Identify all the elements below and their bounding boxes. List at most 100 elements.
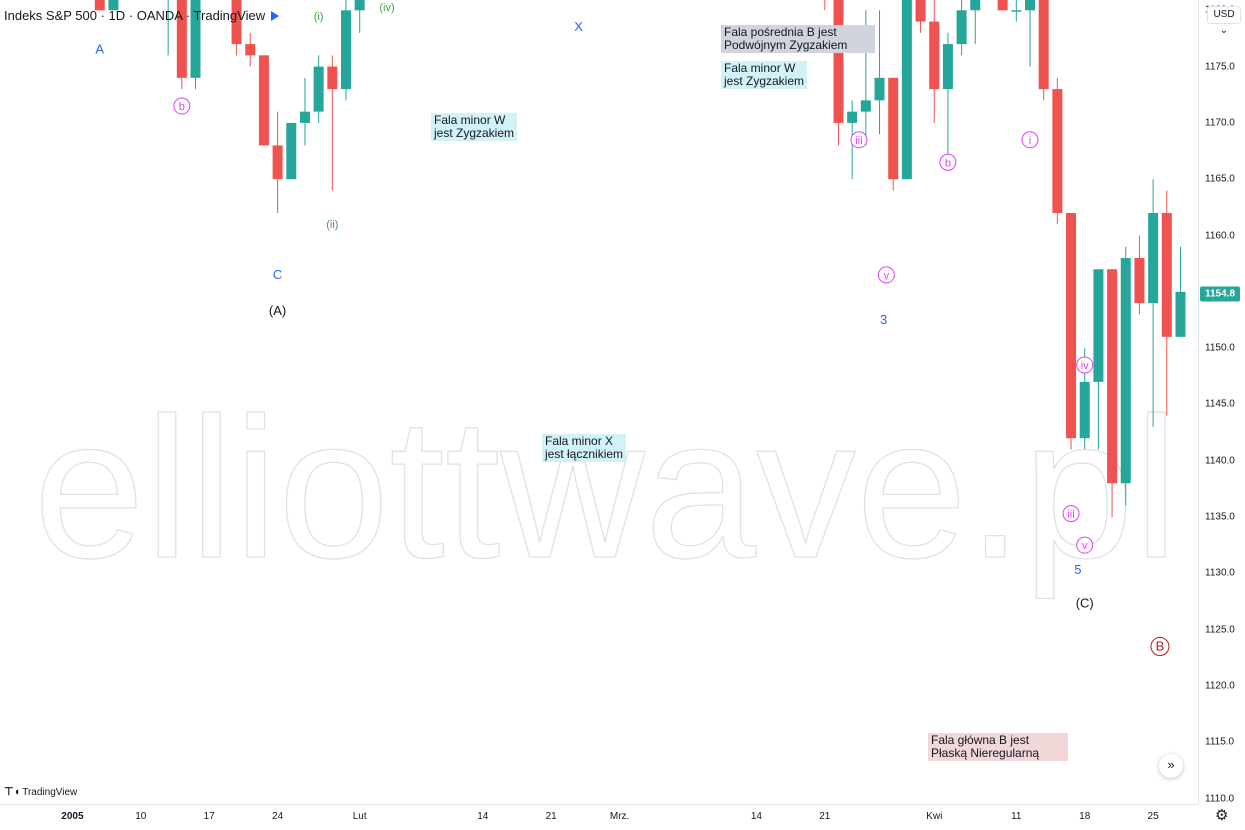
candle[interactable] (341, 0, 351, 101)
candle-body (847, 111, 858, 123)
candle[interactable] (888, 77, 899, 191)
candle[interactable] (1066, 212, 1077, 450)
candle-body (1134, 258, 1145, 304)
candle[interactable] (231, 0, 242, 56)
scroll-to-realtime-button[interactable]: » (1159, 754, 1183, 778)
candle-body (1120, 258, 1131, 484)
annotation-major-b: Fala główna B jest Płaską Nieregularną (928, 733, 1068, 761)
candle[interactable] (176, 0, 187, 90)
candle[interactable] (299, 77, 310, 146)
candle-body (874, 77, 885, 101)
candle-body (176, 0, 187, 78)
candle[interactable] (327, 55, 338, 191)
wave-label-text: (i) (314, 11, 324, 23)
candle-body (942, 44, 953, 90)
wave-label-text: B (1156, 638, 1165, 653)
candle[interactable] (1107, 269, 1118, 517)
time-tick-label: 2005 (61, 811, 84, 822)
candle-body (258, 55, 269, 146)
candle[interactable] (94, 0, 105, 11)
wave-label-circle (173, 97, 191, 115)
candle-body (1025, 0, 1035, 11)
time-scale[interactable]: 2005 10 17 24 Lut 14 21 Mrz. 14 21 Kwi 11 18 25 (0, 804, 1198, 830)
wave-label-minute: iii (850, 131, 868, 149)
candle[interactable] (956, 0, 967, 56)
candle[interactable] (108, 0, 119, 11)
candle-body (341, 10, 351, 90)
wave-label-minuette: (i) (314, 11, 324, 23)
candle[interactable] (1161, 190, 1172, 416)
candle[interactable] (1120, 246, 1131, 506)
wave-label-major: B (1150, 636, 1170, 656)
candle[interactable] (1148, 179, 1159, 427)
annotation-line: Fala główna B jest (931, 733, 1030, 747)
candle[interactable] (272, 111, 283, 213)
wave-label-text: iii (855, 135, 862, 147)
candle[interactable] (901, 0, 912, 180)
price-scale[interactable]: 1110.0 1115.0 1120.0 1125.0 1130.0 1135.0 1140… (1198, 0, 1245, 804)
candle[interactable] (942, 32, 953, 157)
currency-dropdown[interactable]: USD ⌄ (1207, 6, 1241, 36)
candle[interactable] (1093, 269, 1104, 450)
wave-label-text: 3 (880, 312, 887, 327)
candle[interactable] (190, 0, 201, 90)
candle[interactable] (1038, 0, 1049, 101)
brand-label: TradingView (22, 787, 78, 798)
wave-label-text: (C) (1076, 596, 1094, 611)
candle[interactable] (915, 0, 926, 33)
time-tick-label: 14 (750, 811, 762, 822)
wave-label-text: X (574, 19, 583, 34)
settings-gear-icon[interactable]: ⚙ (1215, 807, 1229, 824)
candle-body (1011, 10, 1022, 12)
wave-label-minor: C (273, 267, 282, 282)
wave-label-minute: iv (1076, 356, 1094, 374)
candle-body (286, 122, 297, 180)
price-tick-label: 1130.0 (1205, 567, 1235, 579)
wave-label-minute: b (173, 97, 191, 115)
wave-label-circle (1150, 636, 1170, 656)
tradingview-brand[interactable]: ⊤◖ TradingView (4, 785, 77, 798)
candle[interactable] (820, 0, 830, 11)
watermark: elliottwave.pl (33, 377, 1178, 600)
annotation-minor-x: Fala minor X jest łącznikiem (542, 434, 627, 462)
currency-label: USD (1213, 9, 1235, 20)
candle-body (1052, 89, 1063, 213)
candle-body (299, 111, 310, 123)
wave-label-minute: iii (1062, 505, 1080, 523)
candle-body (929, 21, 940, 90)
wave-label-minute: b (939, 153, 957, 171)
candle-body (1093, 269, 1104, 382)
annotation-line: Płaską Nieregularną (931, 746, 1040, 760)
candle-body (997, 0, 1008, 11)
last-price-tag: 1154.8 (1200, 286, 1240, 302)
candle[interactable] (313, 55, 324, 123)
symbol-title: Indeks S&P 500 · 1D · OANDA · TradingVie… (4, 8, 266, 23)
annotation-line: jest Zygzakiem (434, 126, 515, 140)
candle[interactable] (354, 0, 365, 33)
time-tick-label: Kwi (926, 811, 943, 822)
time-tick-label: Lut (352, 811, 367, 822)
wave-label-minute: v (1076, 536, 1094, 554)
candle-body (901, 0, 912, 180)
candle[interactable] (1025, 0, 1035, 67)
wave-label-text: C (273, 267, 282, 282)
annotation-minor-w: Fala minor W jest Zygzakiem (431, 113, 518, 141)
chart-title: Indeks S&P 500 · 1D · OANDA · TradingVie… (4, 8, 280, 23)
price-tick-label: 1150.0 (1205, 342, 1235, 354)
candle[interactable] (163, 0, 173, 56)
candlestick-chart[interactable]: elliottwave.pl AB(A)(B)(C)ABCWXY12345abc… (0, 0, 1198, 804)
candle[interactable] (258, 55, 269, 146)
candle[interactable] (929, 0, 940, 123)
candle[interactable] (997, 0, 1008, 11)
candle[interactable] (1134, 235, 1145, 315)
candle[interactable] (1175, 246, 1186, 337)
candle[interactable] (245, 32, 256, 67)
candle[interactable] (286, 122, 297, 180)
candle[interactable] (1052, 77, 1063, 225)
candle[interactable] (833, 0, 844, 146)
candle[interactable] (874, 10, 885, 135)
chart-pane[interactable]: elliottwave.pl AB(A)(B)(C)ABCWXY12345abc… (0, 0, 1198, 804)
candle[interactable] (1011, 0, 1022, 22)
candle[interactable] (970, 0, 981, 45)
wave-label-circle (1062, 505, 1080, 523)
